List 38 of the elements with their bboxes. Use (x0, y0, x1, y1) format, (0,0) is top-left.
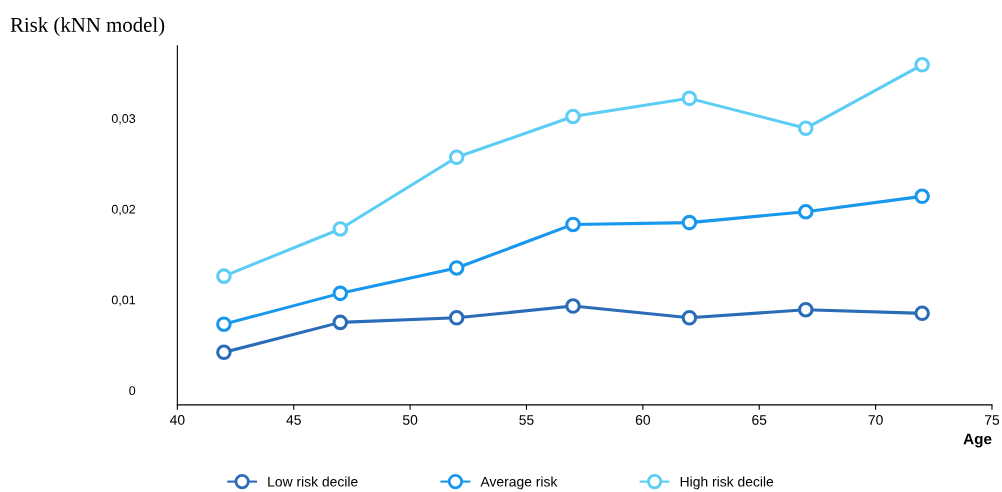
x-axis-title: Age (963, 433, 992, 448)
point (681, 90, 698, 107)
chart-title: Risk (kNN model) (10, 17, 165, 37)
point (798, 203, 814, 220)
x-tick-label: 60 (635, 415, 651, 425)
x-tick-label: 45 (286, 415, 301, 425)
point (681, 310, 698, 326)
point (565, 216, 581, 233)
point (565, 298, 581, 314)
point (914, 57, 930, 73)
point (332, 314, 349, 331)
point (914, 188, 930, 205)
point (448, 310, 465, 326)
y-tick-label: 0 (129, 386, 136, 396)
legend-label: High risk decile (680, 476, 774, 490)
x-tick-label: 65 (752, 415, 767, 425)
x-tick-label: 70 (868, 415, 883, 425)
point (216, 344, 232, 361)
point (448, 260, 465, 276)
point (565, 108, 581, 125)
x-tick-label: 50 (402, 415, 418, 425)
y-tick-label: 0,03 (111, 114, 136, 125)
x-tick-label: 75 (984, 415, 1000, 425)
x-tick-label: 40 (169, 415, 185, 425)
y-tick-label: 0,02 (111, 204, 136, 216)
y-tick-label: 0,01 (111, 295, 136, 306)
point (332, 285, 349, 302)
point (914, 305, 930, 322)
legend-label: Low risk decile (268, 476, 358, 487)
point (448, 149, 465, 166)
point (332, 221, 349, 237)
point (681, 214, 698, 231)
point (798, 301, 814, 318)
point (216, 316, 232, 332)
point (798, 120, 814, 137)
point (216, 268, 232, 284)
legend-label: Average risk (480, 476, 558, 490)
x-tick-label: 55 (519, 415, 534, 425)
